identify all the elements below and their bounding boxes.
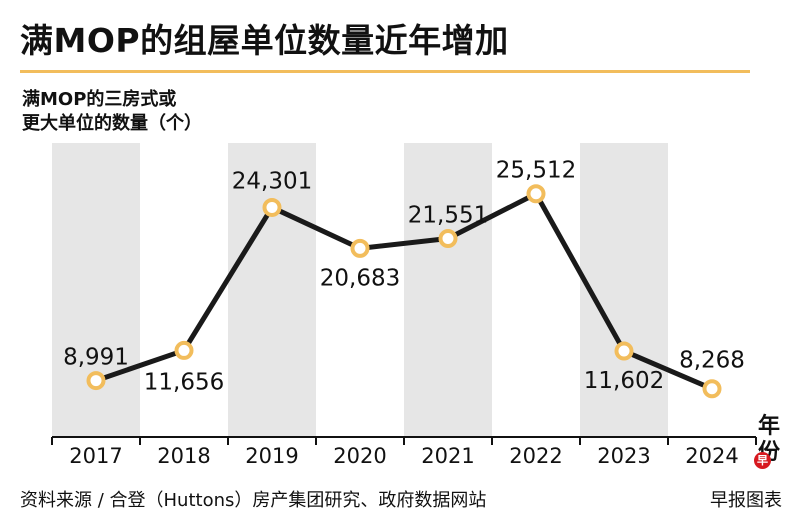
data-point-2017 xyxy=(86,371,106,391)
band-2017 xyxy=(52,143,140,437)
title-underline xyxy=(20,70,750,73)
data-point-2024 xyxy=(702,379,722,399)
x-tick-label-2021: 2021 xyxy=(421,444,474,468)
y-axis-label: 满MOP的三房式或 更大单位的数量（个） xyxy=(22,88,202,136)
data-point-2021 xyxy=(438,229,458,249)
data-label-2022: 25,512 xyxy=(496,158,576,184)
chart-credit: 早报图表 xyxy=(710,490,782,511)
zaobao-logo: 早 xyxy=(754,452,771,469)
x-tick-label-2024: 2024 xyxy=(685,444,738,468)
series-line xyxy=(93,191,715,392)
y-axis-label-line1: 满MOP的三房式或 xyxy=(22,89,177,110)
data-point-2023 xyxy=(614,341,634,361)
data-point-2019 xyxy=(262,197,282,217)
chart-title: 满MOP的组屋单位数量近年增加 xyxy=(20,21,509,60)
data-point-2022 xyxy=(526,184,546,204)
x-tick-label-2023: 2023 xyxy=(597,444,650,468)
data-label-2024: 8,268 xyxy=(679,348,745,374)
data-point-2020 xyxy=(350,238,370,258)
x-tick-label-2022: 2022 xyxy=(509,444,562,468)
y-axis-label-line2: 更大单位的数量（个） xyxy=(22,113,202,134)
data-label-2019: 24,301 xyxy=(232,168,312,194)
source-note: 资料来源 / 合登（Huttons）房产集团研究、政府数据网站 xyxy=(20,490,487,511)
band-2019 xyxy=(228,143,316,437)
data-label-2017: 8,991 xyxy=(63,345,129,371)
data-label-2021: 21,551 xyxy=(408,203,488,229)
x-tick-label-2017: 2017 xyxy=(69,444,122,468)
x-tick-label-2018: 2018 xyxy=(157,444,210,468)
x-tick-label-2020: 2020 xyxy=(333,444,386,468)
band-2023 xyxy=(580,143,668,437)
data-label-2020: 20,683 xyxy=(320,265,400,291)
x-tick-label-2019: 2019 xyxy=(245,444,298,468)
band-2021 xyxy=(404,143,492,437)
data-label-2023: 11,602 xyxy=(584,368,664,394)
data-point-2018 xyxy=(174,340,194,360)
data-label-2018: 11,656 xyxy=(144,369,224,395)
